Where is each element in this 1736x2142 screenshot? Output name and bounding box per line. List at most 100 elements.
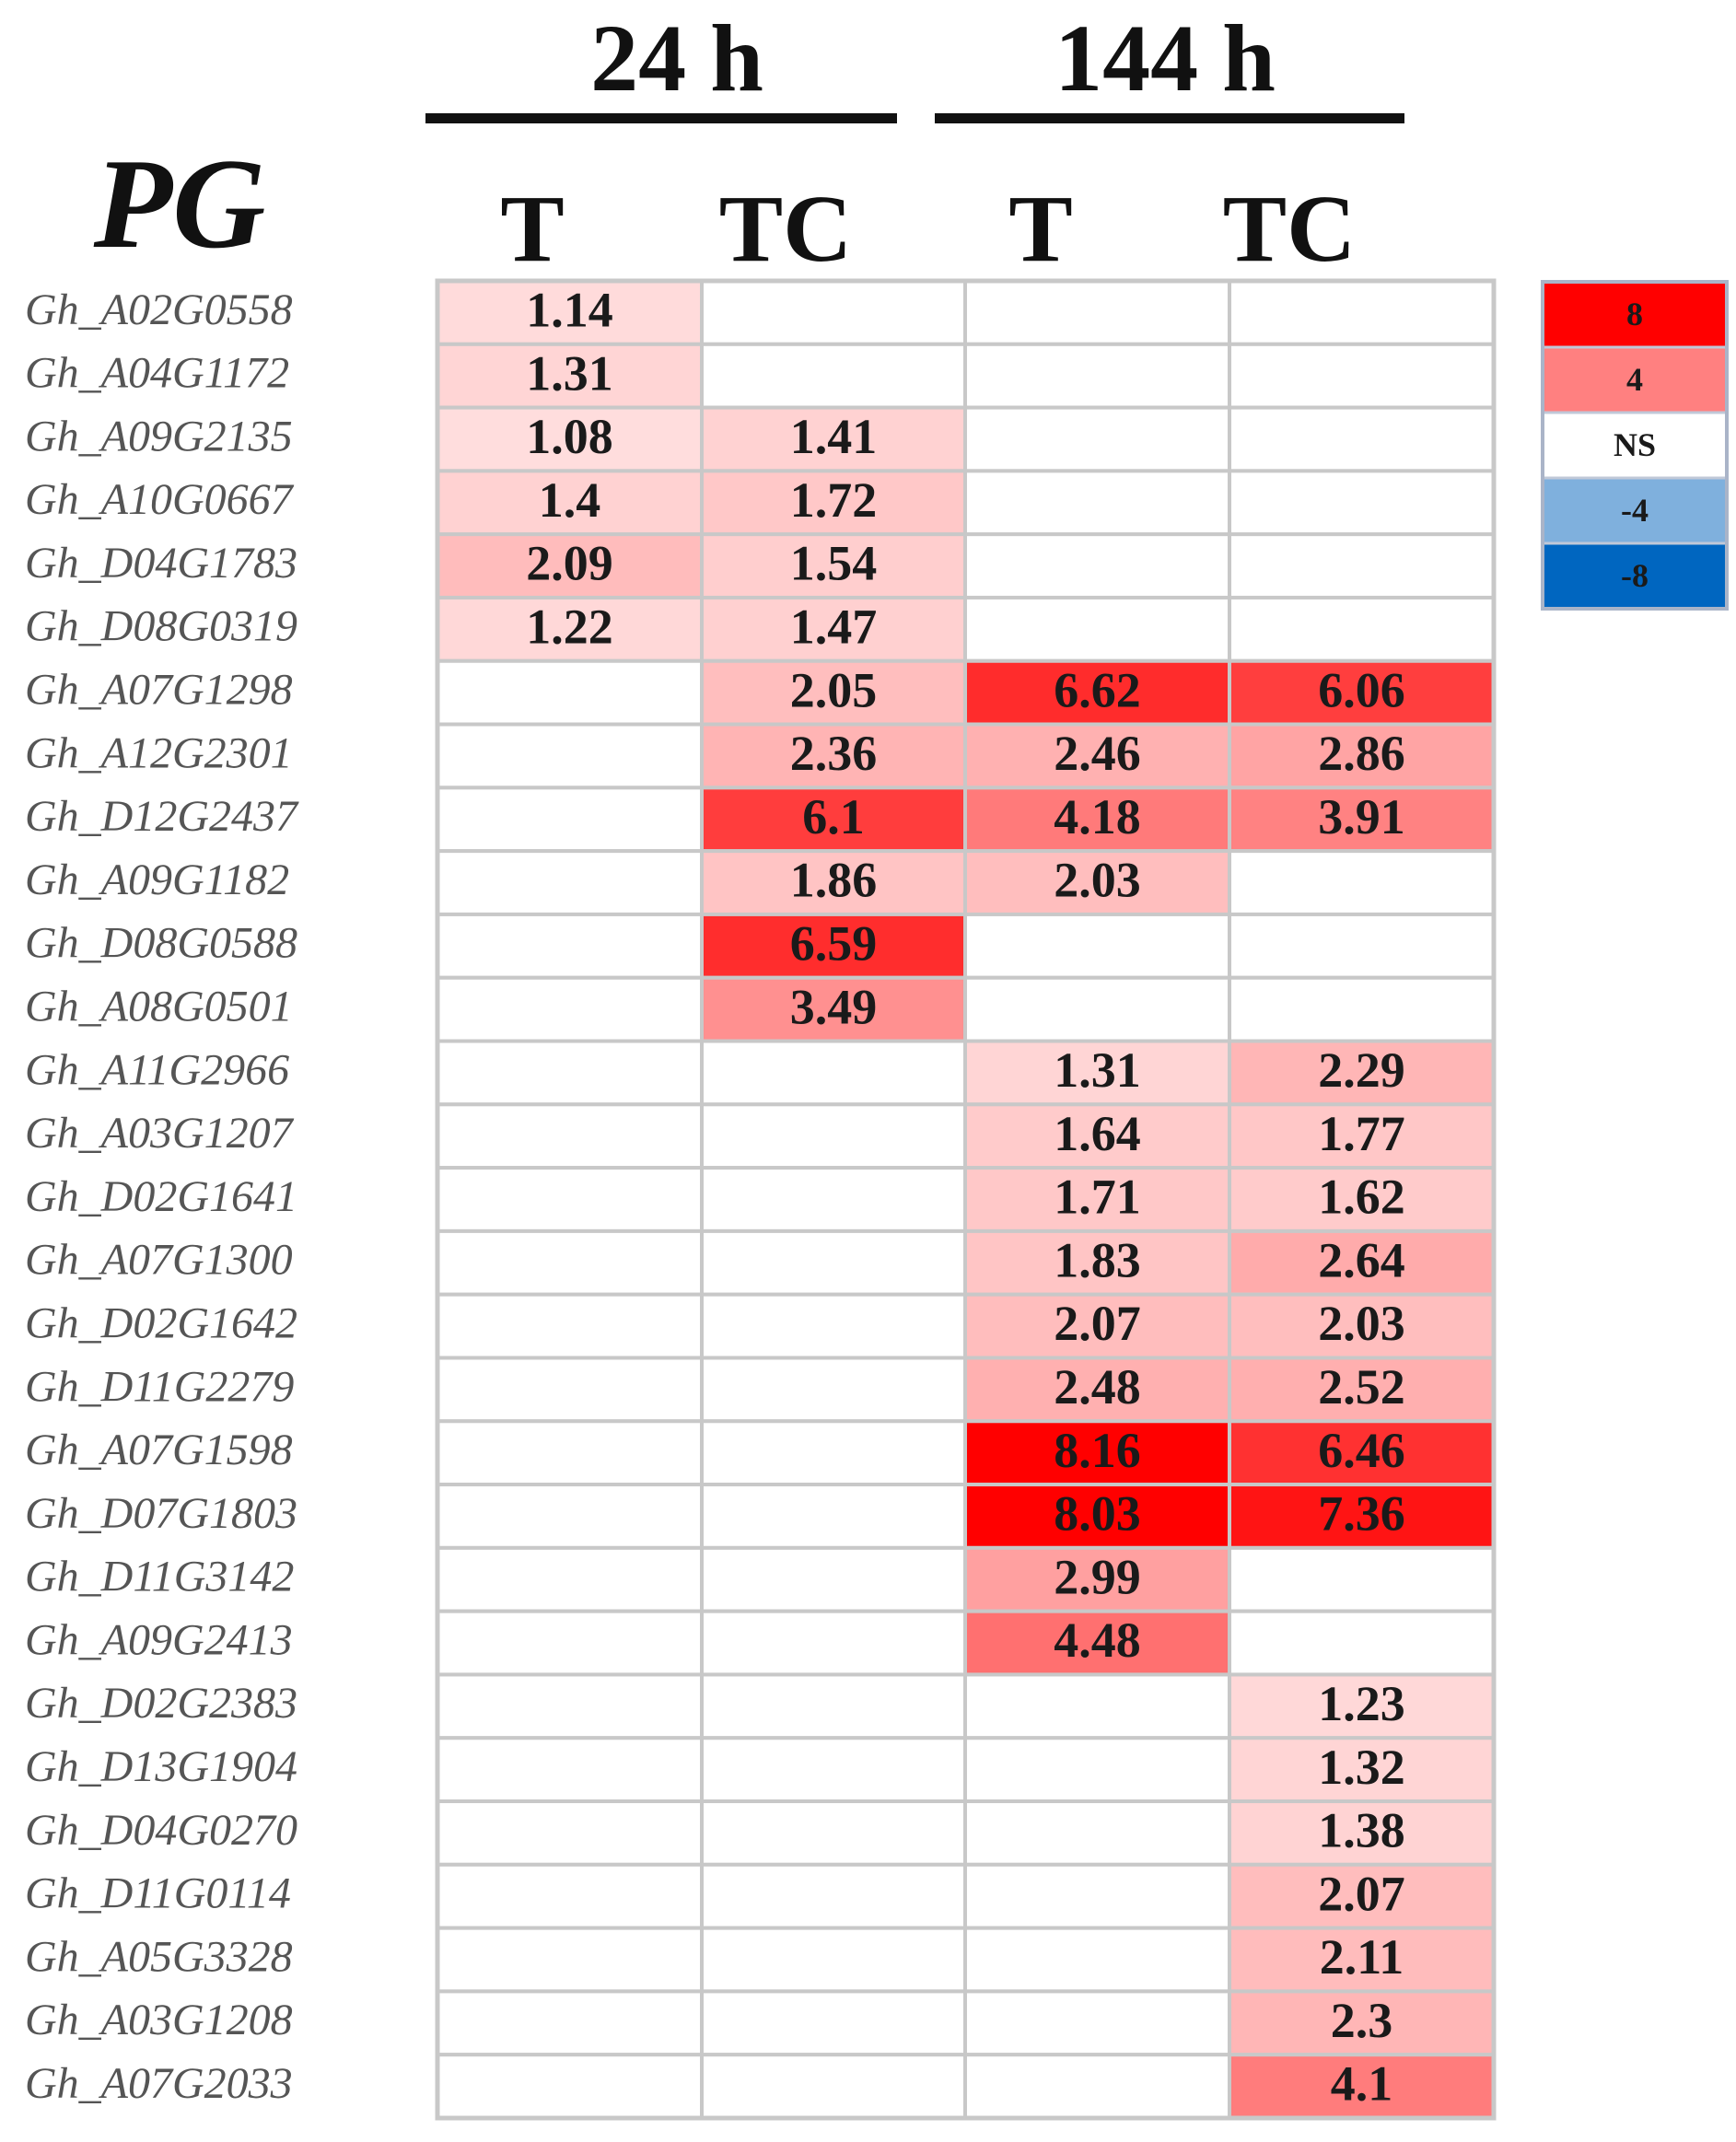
heatmap-cell bbox=[700, 1292, 967, 1360]
heatmap-cell bbox=[436, 1609, 704, 1677]
cell-value-label: 2.07 bbox=[1318, 1866, 1405, 1921]
row-label-gh-d12g2437: Gh_D12G2437 bbox=[25, 792, 299, 841]
cell-value-label: 1.54 bbox=[790, 536, 878, 591]
legend-label: NS bbox=[1614, 426, 1656, 463]
cell-value-label: 1.47 bbox=[790, 599, 878, 654]
column-label-24h-tc: TC bbox=[719, 176, 852, 282]
heatmap-cell bbox=[700, 1228, 967, 1297]
heatmap-cell bbox=[1228, 405, 1496, 473]
row-label-gh-a02g0558: Gh_A02G0558 bbox=[25, 285, 293, 334]
row-label-gh-a09g2413: Gh_A09G2413 bbox=[25, 1615, 293, 1664]
heatmap-cell bbox=[436, 1356, 704, 1424]
heatmap-cell bbox=[963, 1039, 1231, 1107]
cell-value-label: 2.64 bbox=[1318, 1232, 1405, 1287]
heatmap-cell bbox=[436, 1292, 704, 1360]
heatmap-frame bbox=[435, 278, 1497, 2121]
heatmap-cell bbox=[963, 1736, 1231, 1804]
heatmap-cell bbox=[700, 1166, 967, 1233]
heatmap-cell bbox=[700, 595, 967, 663]
cell-value-label: 7.36 bbox=[1318, 1486, 1405, 1542]
legend-frame bbox=[1541, 280, 1729, 611]
heatmap-cell bbox=[700, 1483, 967, 1550]
row-label-gh-a07g1298: Gh_A07G1298 bbox=[25, 666, 293, 715]
group-underline-144h bbox=[935, 113, 1404, 123]
heatmap-cell bbox=[963, 279, 1231, 346]
heatmap-cell bbox=[700, 1926, 967, 1994]
panel-title: PG bbox=[93, 133, 266, 275]
heatmap-cell bbox=[1228, 1483, 1496, 1550]
cell-value-label: 1.71 bbox=[1054, 1170, 1141, 1225]
heatmap-cell bbox=[700, 722, 967, 790]
row-label-gh-d11g2279: Gh_D11G2279 bbox=[25, 1362, 294, 1411]
cell-value-label: 2.36 bbox=[790, 726, 878, 781]
heatmap-cell bbox=[700, 1102, 967, 1170]
heatmap-cell bbox=[963, 2053, 1231, 2120]
cell-value-label: 6.46 bbox=[1318, 1423, 1405, 1478]
heatmap-cell bbox=[963, 849, 1231, 916]
cell-value-label: 1.31 bbox=[1054, 1042, 1141, 1098]
heatmap-cell bbox=[436, 1545, 704, 1613]
heatmap-cell bbox=[1228, 1039, 1496, 1107]
heatmap-cell bbox=[963, 1862, 1231, 1930]
row-label-gh-d08g0319: Gh_D08G0319 bbox=[25, 602, 297, 651]
header: PG 24 h 144 h T TC T TC bbox=[93, 6, 1404, 282]
cell-value-label: 2.05 bbox=[790, 662, 878, 717]
row-label-gh-a07g1598: Gh_A07G1598 bbox=[25, 1426, 293, 1474]
column-label-144h-tc: TC bbox=[1223, 176, 1356, 282]
heatmap-cell bbox=[1228, 532, 1496, 600]
row-label-gh-d13g1904: Gh_D13G1904 bbox=[25, 1742, 297, 1791]
color-legend: 8 4 NS -4 -8 bbox=[1541, 280, 1729, 611]
cell-value-label: 2.52 bbox=[1318, 1359, 1405, 1414]
heatmap-cell bbox=[436, 1419, 704, 1487]
cell-value-label: 6.62 bbox=[1054, 662, 1141, 717]
heatmap-cell bbox=[436, 1989, 704, 2057]
cell-value-label: 1.41 bbox=[790, 409, 878, 464]
cell-value-label: 2.03 bbox=[1318, 1296, 1405, 1351]
cell-value-label: 1.77 bbox=[1318, 1106, 1405, 1161]
legend-label: 8 bbox=[1626, 296, 1643, 332]
cell-value-label: 1.31 bbox=[526, 345, 613, 401]
legend-label: -4 bbox=[1621, 492, 1649, 529]
heatmap-cell bbox=[1228, 469, 1496, 537]
cell-value-label: 4.18 bbox=[1054, 789, 1141, 844]
row-label-gh-a03g1208: Gh_A03G1208 bbox=[25, 1996, 293, 2044]
row-label-gh-d11g3142: Gh_D11G3142 bbox=[25, 1553, 294, 1601]
heatmap-cell bbox=[436, 1483, 704, 1550]
cell-value-label: 2.03 bbox=[1054, 853, 1141, 908]
heatmap-cell bbox=[436, 658, 704, 727]
cell-value-label: 3.49 bbox=[790, 979, 878, 1034]
heatmap-cell bbox=[436, 1736, 704, 1804]
column-label-24h-t: T bbox=[500, 176, 564, 282]
row-label-gh-d04g0270: Gh_D04G0270 bbox=[25, 1806, 297, 1855]
heatmap-cell bbox=[963, 1609, 1231, 1677]
cell-value-label: 4.1 bbox=[1331, 2056, 1393, 2112]
heatmap-cell bbox=[963, 532, 1231, 600]
cell-value-label: 2.29 bbox=[1318, 1042, 1405, 1098]
row-label-gh-a05g3328: Gh_A05G3328 bbox=[25, 1932, 293, 1981]
row-label-gh-d04g1783: Gh_D04G1783 bbox=[25, 539, 297, 588]
heatmap-cell bbox=[700, 975, 967, 1043]
cell-value-label: 1.86 bbox=[790, 853, 878, 908]
legend-swatch-neg-8 bbox=[1541, 541, 1729, 611]
heatmap-cell bbox=[1228, 1545, 1496, 1613]
heatmap-cell bbox=[700, 532, 967, 600]
legend-label: 4 bbox=[1626, 361, 1643, 398]
heatmap-cell bbox=[1228, 849, 1496, 916]
heatmap-cell bbox=[436, 1799, 704, 1867]
heatmap-cell bbox=[963, 722, 1231, 790]
heatmap-cell bbox=[1228, 342, 1496, 410]
row-label-gh-a07g2033: Gh_A07G2033 bbox=[25, 2059, 293, 2108]
heatmap-cell bbox=[700, 1862, 967, 1930]
heatmap-cell bbox=[1228, 975, 1496, 1043]
heatmap-cell bbox=[963, 595, 1231, 663]
row-label-gh-a09g2135: Gh_A09G2135 bbox=[25, 412, 293, 460]
row-label-gh-d11g0114: Gh_D11G0114 bbox=[25, 1869, 291, 1918]
heatmap-cell bbox=[436, 342, 704, 410]
heatmap-cell bbox=[1228, 1862, 1496, 1930]
cell-value-label: 2.09 bbox=[526, 536, 613, 591]
cell-value-label: 2.11 bbox=[1320, 1929, 1404, 1985]
heatmap-cell bbox=[436, 1102, 704, 1170]
heatmap-cell bbox=[436, 786, 704, 854]
heatmap-cell bbox=[700, 1989, 967, 2057]
